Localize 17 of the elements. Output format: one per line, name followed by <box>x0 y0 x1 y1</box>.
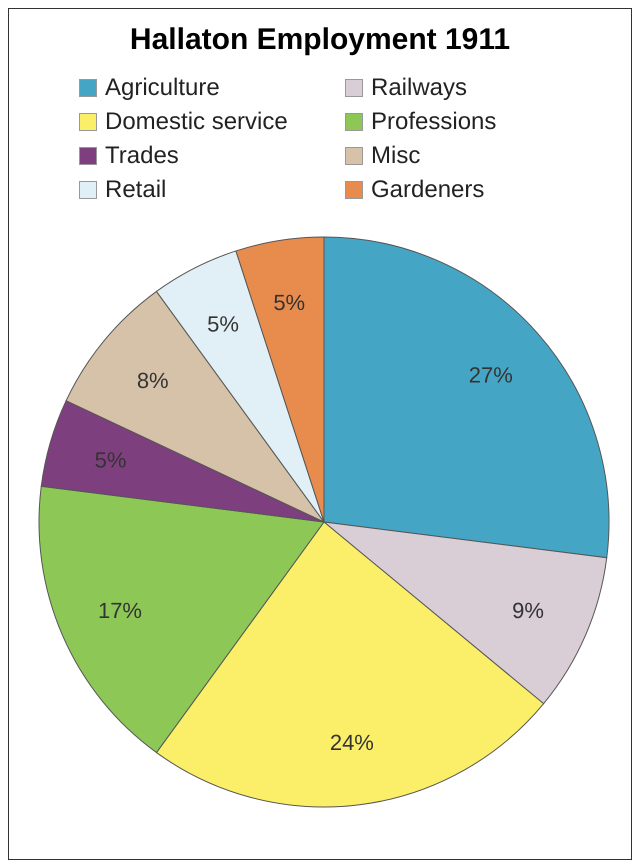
legend-label: Professions <box>371 108 496 136</box>
chart-title: Hallaton Employment 1911 <box>128 23 512 57</box>
data-label: 27% <box>468 362 513 388</box>
data-label: 5% <box>273 290 306 315</box>
legend-label: Retail <box>105 176 166 204</box>
legend-label: Agriculture <box>105 74 220 102</box>
data-label: 17% <box>98 598 142 623</box>
data-label: 5% <box>94 447 126 472</box>
data-label: 9% <box>512 598 544 623</box>
data-label: 24% <box>330 730 374 756</box>
data-label: 5% <box>207 311 239 336</box>
legend-label: Gardeners <box>371 176 484 204</box>
legend-label: Trades <box>105 142 179 170</box>
legend-label: Misc <box>371 142 420 170</box>
legend-label: Domestic service <box>105 108 288 136</box>
data-label: 8% <box>136 368 169 393</box>
legend-label: Railways <box>371 74 468 102</box>
